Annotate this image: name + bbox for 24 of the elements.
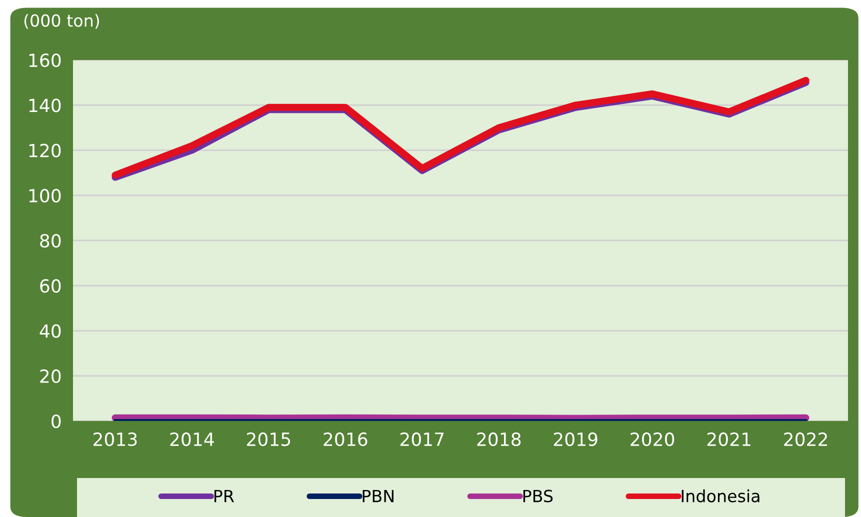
x-tick-label: 2014 <box>170 432 214 446</box>
y-tick-label: 160 <box>29 53 61 68</box>
legend-label: PR <box>214 490 234 502</box>
x-tick-label: 2019 <box>554 432 598 446</box>
legend-label: Indonesia <box>682 489 760 502</box>
x-tick-label: 2018 <box>477 432 521 446</box>
y-tick-label: 60 <box>40 279 61 293</box>
y-axis-title: (000 ton) <box>24 14 99 29</box>
y-tick-label: 0 <box>52 414 61 428</box>
x-tick-label: 2016 <box>324 432 368 446</box>
x-tick-label: 2022 <box>784 432 827 446</box>
y-tick-label: 20 <box>40 369 61 383</box>
legend-label: PBN <box>362 490 394 502</box>
x-tick-label: 2021 <box>707 432 750 446</box>
x-tick-label: 2015 <box>247 432 290 446</box>
x-tick-label: 2013 <box>94 432 137 446</box>
y-tick-label: 100 <box>29 188 61 202</box>
y-tick-label: 140 <box>29 98 61 112</box>
x-tick-label: 2020 <box>630 432 674 446</box>
x-tick-label: 2017 <box>400 432 444 446</box>
y-tick-label: 80 <box>40 234 61 248</box>
legend-label: PBS <box>523 490 553 502</box>
y-tick-label: 120 <box>29 144 61 158</box>
y-tick-label: 40 <box>40 324 61 338</box>
